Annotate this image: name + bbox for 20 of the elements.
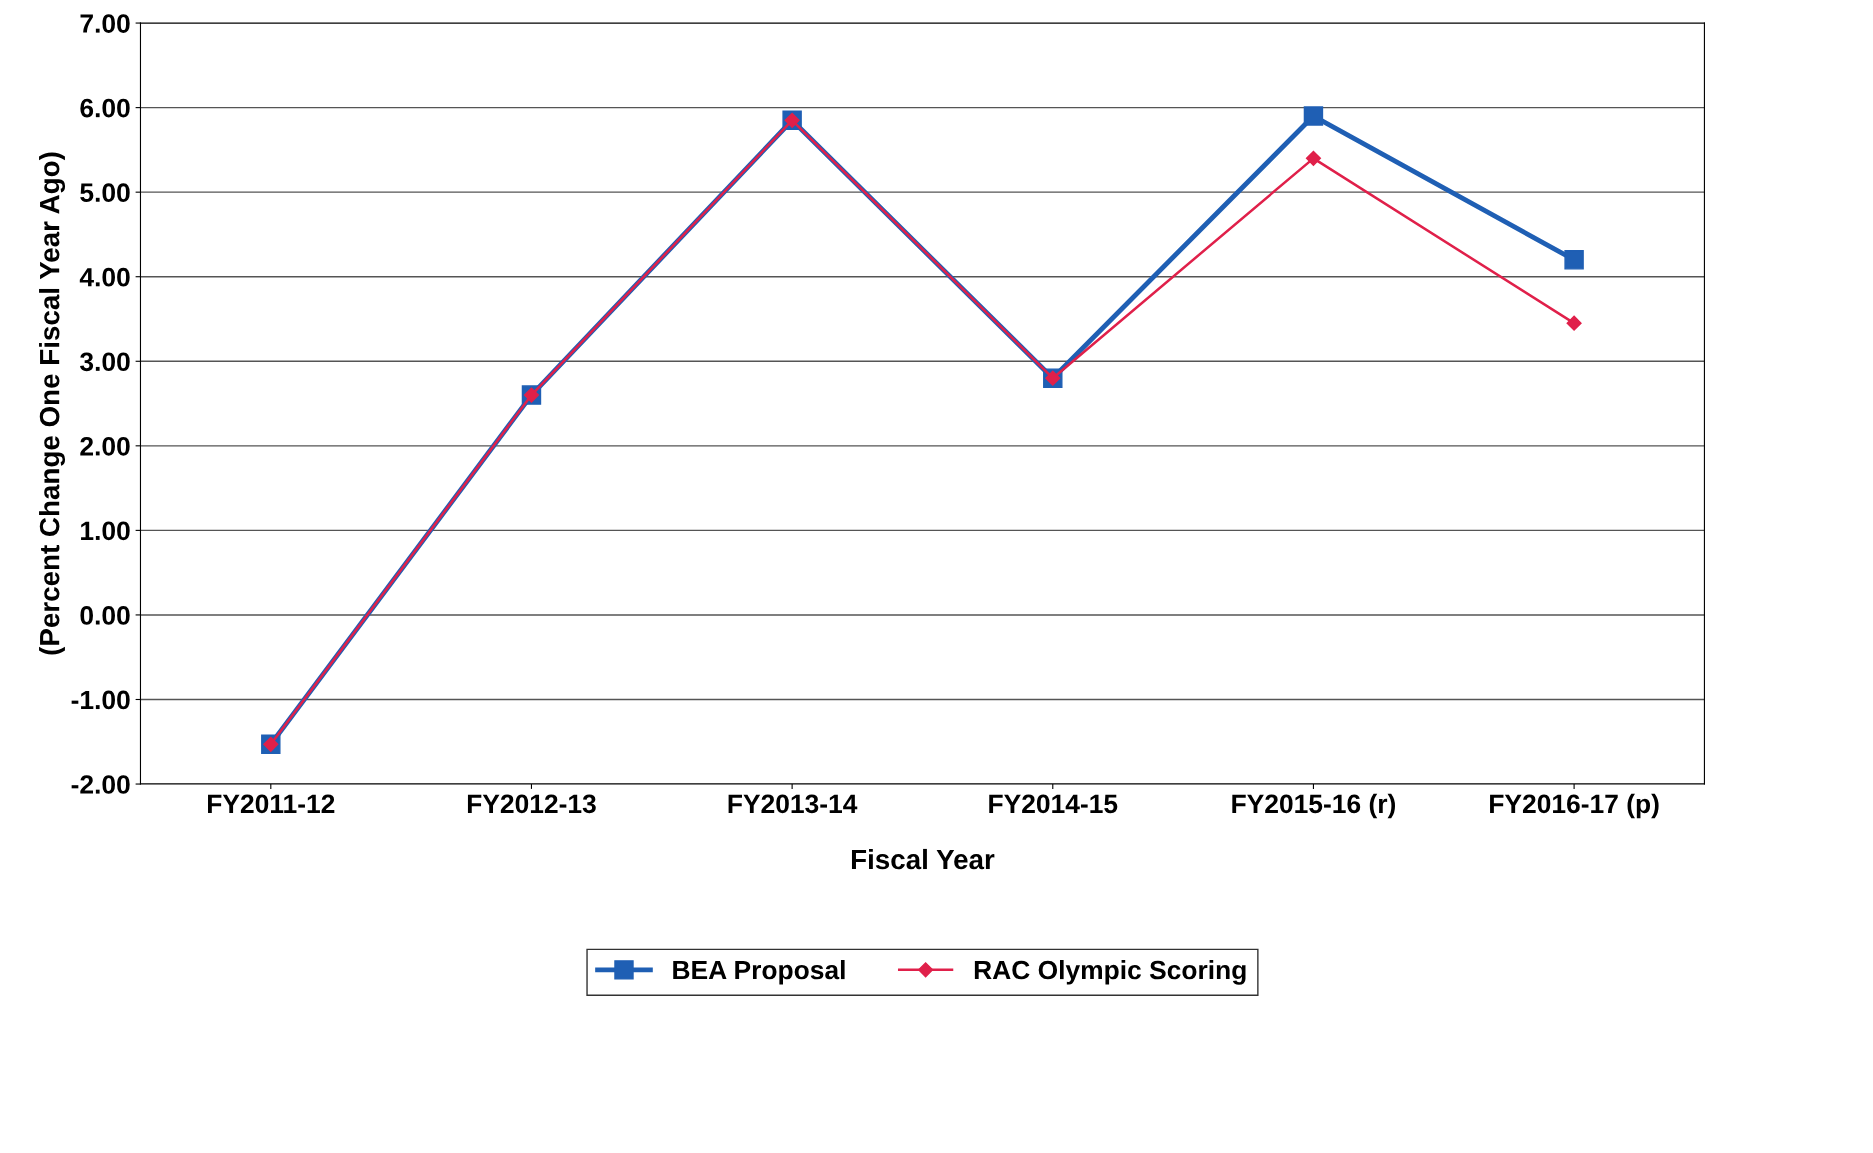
x-tick-label: FY2011-12 xyxy=(208,794,335,814)
y-tick-label: 4.00 xyxy=(79,267,130,287)
y-tick-label: 0.00 xyxy=(80,606,130,625)
x-tick-label: FY2013-14 xyxy=(728,794,858,814)
y-tick-label: 1.00 xyxy=(81,521,130,541)
x-tick-label: FY2012-13 xyxy=(467,794,596,814)
legend-label: BEA Proposal xyxy=(673,959,845,985)
y-axis-title: (Percent Change One Fiscal Year Ago) xyxy=(39,152,66,655)
y-tick-label: 5.00 xyxy=(80,183,130,202)
x-tick-label: FY2014-15 xyxy=(989,794,1118,814)
legend-label: RAC Olympic Scoring xyxy=(974,959,1246,985)
y-tick-label: -2.00 xyxy=(71,775,130,794)
x-tick-label: FY2016-17 (p) xyxy=(1490,793,1659,819)
y-tick-label: 6.00 xyxy=(80,98,130,118)
x-tick-label: FY2015-16 (r) xyxy=(1232,793,1396,819)
y-tick-label: -1.00 xyxy=(71,690,130,710)
x-axis-title: Fiscal Year xyxy=(851,848,995,870)
y-tick-label: 7.00 xyxy=(80,14,130,33)
y-tick-label: 3.00 xyxy=(80,352,130,372)
y-tick-label: 2.00 xyxy=(80,436,130,456)
